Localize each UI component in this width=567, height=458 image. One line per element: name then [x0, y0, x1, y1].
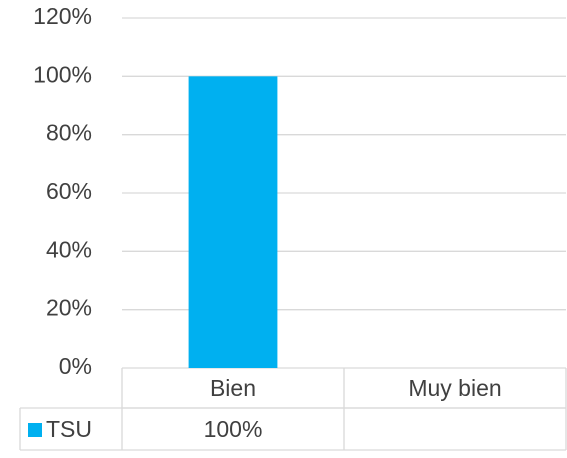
y-tick-label: 20%: [46, 295, 92, 321]
x-tick-label: Muy bien: [408, 375, 501, 401]
legend-label: TSU: [46, 416, 92, 442]
x-tick-label: Bien: [210, 375, 256, 401]
y-tick-label: 0%: [59, 353, 92, 379]
y-tick-label: 60%: [46, 178, 92, 204]
y-tick-label: 100%: [33, 61, 92, 87]
table-value: 100%: [204, 416, 263, 442]
legend-swatch: [28, 423, 42, 437]
y-tick-label: 40%: [46, 236, 92, 262]
y-tick-label: 80%: [46, 120, 92, 146]
y-tick-label: 120%: [33, 3, 92, 29]
bar: [188, 76, 278, 368]
